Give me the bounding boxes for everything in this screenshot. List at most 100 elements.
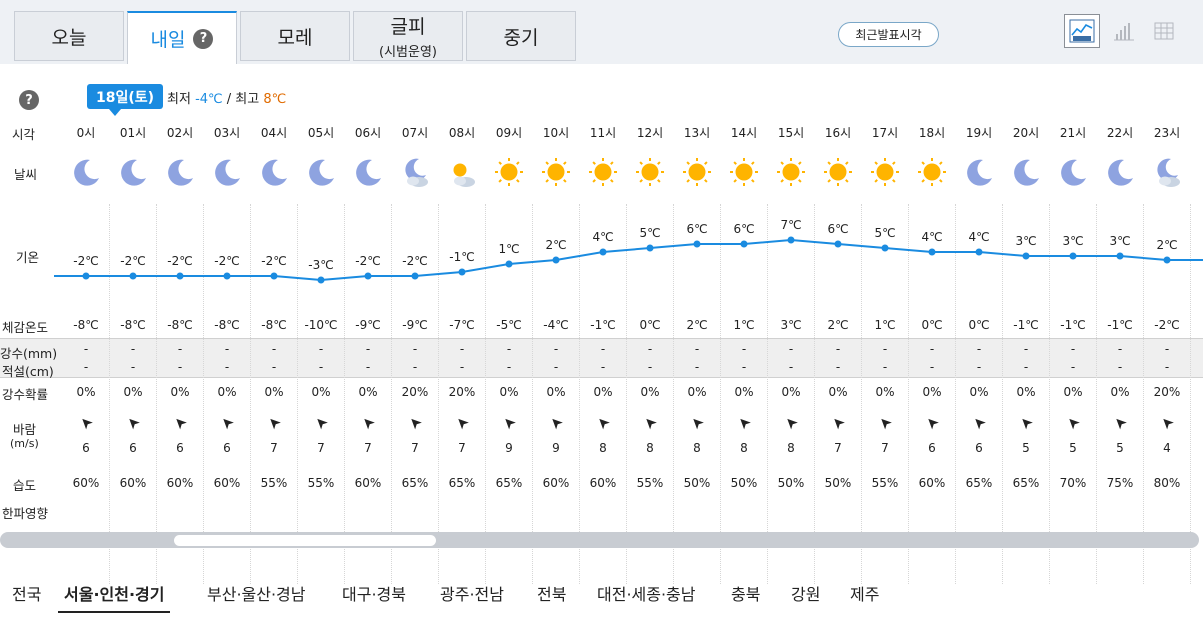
humidity-value: 70% bbox=[1059, 476, 1087, 490]
tab-three-days[interactable]: 글피 (시범운영) bbox=[353, 11, 463, 61]
wind-direction-icon: ➤ bbox=[1062, 412, 1084, 434]
hour-label: 06시 bbox=[354, 126, 382, 140]
region-tab[interactable]: 부산·울산·경남 bbox=[207, 585, 306, 604]
prob-value: 0% bbox=[922, 385, 942, 399]
moon-icon bbox=[1003, 156, 1049, 188]
wind-direction-icon: ➤ bbox=[122, 412, 144, 434]
max-label: 최고 bbox=[235, 92, 260, 107]
wind-unit-label: (m/s) bbox=[10, 437, 39, 450]
region-tab[interactable]: 전북 bbox=[537, 585, 567, 604]
hour-label: 04시 bbox=[260, 126, 288, 140]
wind-direction-icon: ➤ bbox=[357, 412, 379, 434]
precip-value: - bbox=[459, 342, 465, 356]
hour-label: 20시 bbox=[1012, 126, 1040, 140]
temp-label: 3℃ bbox=[1062, 234, 1084, 248]
wind-direction-icon: ➤ bbox=[1109, 412, 1131, 434]
column-divider bbox=[1049, 204, 1050, 584]
hour-label: 19시 bbox=[965, 126, 993, 140]
scroll-thumb[interactable] bbox=[174, 535, 436, 546]
bar-view-button[interactable] bbox=[1106, 14, 1142, 48]
temp-label: 7℃ bbox=[780, 218, 802, 232]
snow-value: - bbox=[365, 360, 371, 374]
temp-label: 2℃ bbox=[1156, 238, 1178, 252]
prob-value: 0% bbox=[123, 385, 143, 399]
precip-value: - bbox=[553, 342, 559, 356]
tab-day-after[interactable]: 모레 bbox=[240, 11, 350, 61]
wind-direction-icon: ➤ bbox=[639, 412, 661, 434]
humidity-value: 65% bbox=[495, 476, 523, 490]
prob-value: 20% bbox=[1153, 385, 1181, 399]
wind-speed-value: 7 bbox=[411, 441, 419, 455]
section-help-icon[interactable]: ? bbox=[19, 90, 39, 110]
temp-point bbox=[1069, 252, 1077, 260]
column-divider bbox=[532, 204, 533, 584]
graph-view-button[interactable] bbox=[1064, 14, 1100, 48]
temp-label: 3℃ bbox=[1015, 234, 1037, 248]
temp-point bbox=[881, 244, 889, 252]
feels-value: 0℃ bbox=[639, 318, 661, 332]
prob-row-label: 강수확률 bbox=[2, 387, 49, 402]
region-tab[interactable]: 대구·경북 bbox=[342, 585, 406, 604]
humidity-value: 50% bbox=[777, 476, 805, 490]
snow-value: - bbox=[600, 360, 606, 374]
feels-value: 2℃ bbox=[827, 318, 849, 332]
tab-midterm[interactable]: 중기 bbox=[466, 11, 576, 61]
humidity-value: 60% bbox=[542, 476, 570, 490]
prob-value: 0% bbox=[640, 385, 660, 399]
prob-value: 0% bbox=[875, 385, 895, 399]
min-value: -4℃ bbox=[195, 92, 223, 107]
temp-label: 6℃ bbox=[733, 222, 755, 236]
hour-label: 17시 bbox=[871, 126, 899, 140]
cold-impact-row-label: 한파영향 bbox=[2, 506, 49, 521]
tab-tomorrow[interactable]: 내일 ? bbox=[127, 11, 237, 64]
temp-label: -2℃ bbox=[355, 254, 381, 268]
temp-point bbox=[693, 240, 701, 248]
column-divider bbox=[344, 204, 345, 584]
temp-point bbox=[1163, 256, 1171, 264]
precip-value: - bbox=[835, 342, 841, 356]
hour-label: 11시 bbox=[589, 126, 617, 140]
snow-value: - bbox=[976, 360, 982, 374]
horizontal-scrollbar[interactable] bbox=[0, 532, 1199, 548]
region-tab[interactable]: 강원 bbox=[791, 585, 821, 604]
wind-speed-value: 9 bbox=[552, 441, 560, 455]
region-tab[interactable]: 대전·세종·충남 bbox=[597, 585, 696, 604]
temp-label: 2℃ bbox=[545, 238, 567, 252]
region-tab[interactable]: 전국 bbox=[12, 585, 42, 604]
prob-value: 0% bbox=[170, 385, 190, 399]
precip-value: - bbox=[788, 342, 794, 356]
column-divider bbox=[1096, 204, 1097, 584]
moon-icon bbox=[63, 156, 109, 188]
table-view-button[interactable] bbox=[1146, 14, 1182, 48]
snow-value: - bbox=[130, 360, 136, 374]
temp-label: -2℃ bbox=[261, 254, 287, 268]
temp-label: -3℃ bbox=[308, 258, 334, 272]
help-icon[interactable]: ? bbox=[193, 28, 214, 49]
prob-value: 0% bbox=[358, 385, 378, 399]
wind-direction-icon: ➤ bbox=[827, 412, 849, 434]
region-tab[interactable]: 제주 bbox=[850, 585, 880, 604]
region-tab[interactable]: 광주·전남 bbox=[440, 585, 504, 604]
snow-value: - bbox=[929, 360, 935, 374]
date-badge: 18일(토) bbox=[87, 84, 164, 116]
tab-today[interactable]: 오늘 bbox=[14, 11, 124, 61]
sun-icon bbox=[721, 156, 767, 188]
precip-value: - bbox=[506, 342, 512, 356]
sun-icon bbox=[815, 156, 861, 188]
snow-value: - bbox=[271, 360, 277, 374]
wind-speed-value: 6 bbox=[928, 441, 936, 455]
snow-value: - bbox=[882, 360, 888, 374]
humidity-value: 80% bbox=[1153, 476, 1181, 490]
prob-value: 0% bbox=[264, 385, 284, 399]
region-tab[interactable]: 충북 bbox=[731, 585, 761, 604]
snow-value: - bbox=[647, 360, 653, 374]
sun-icon bbox=[862, 156, 908, 188]
temp-point bbox=[129, 272, 137, 280]
region-tab[interactable]: 서울·인천·경기 bbox=[58, 581, 171, 613]
wind-speed-value: 6 bbox=[82, 441, 90, 455]
time-row-label: 시각 bbox=[12, 127, 36, 142]
temp-point bbox=[975, 248, 983, 256]
wind-speed-value: 8 bbox=[599, 441, 607, 455]
latest-announcement-button[interactable]: 최근발표시각 bbox=[838, 22, 939, 47]
column-divider bbox=[908, 204, 909, 584]
